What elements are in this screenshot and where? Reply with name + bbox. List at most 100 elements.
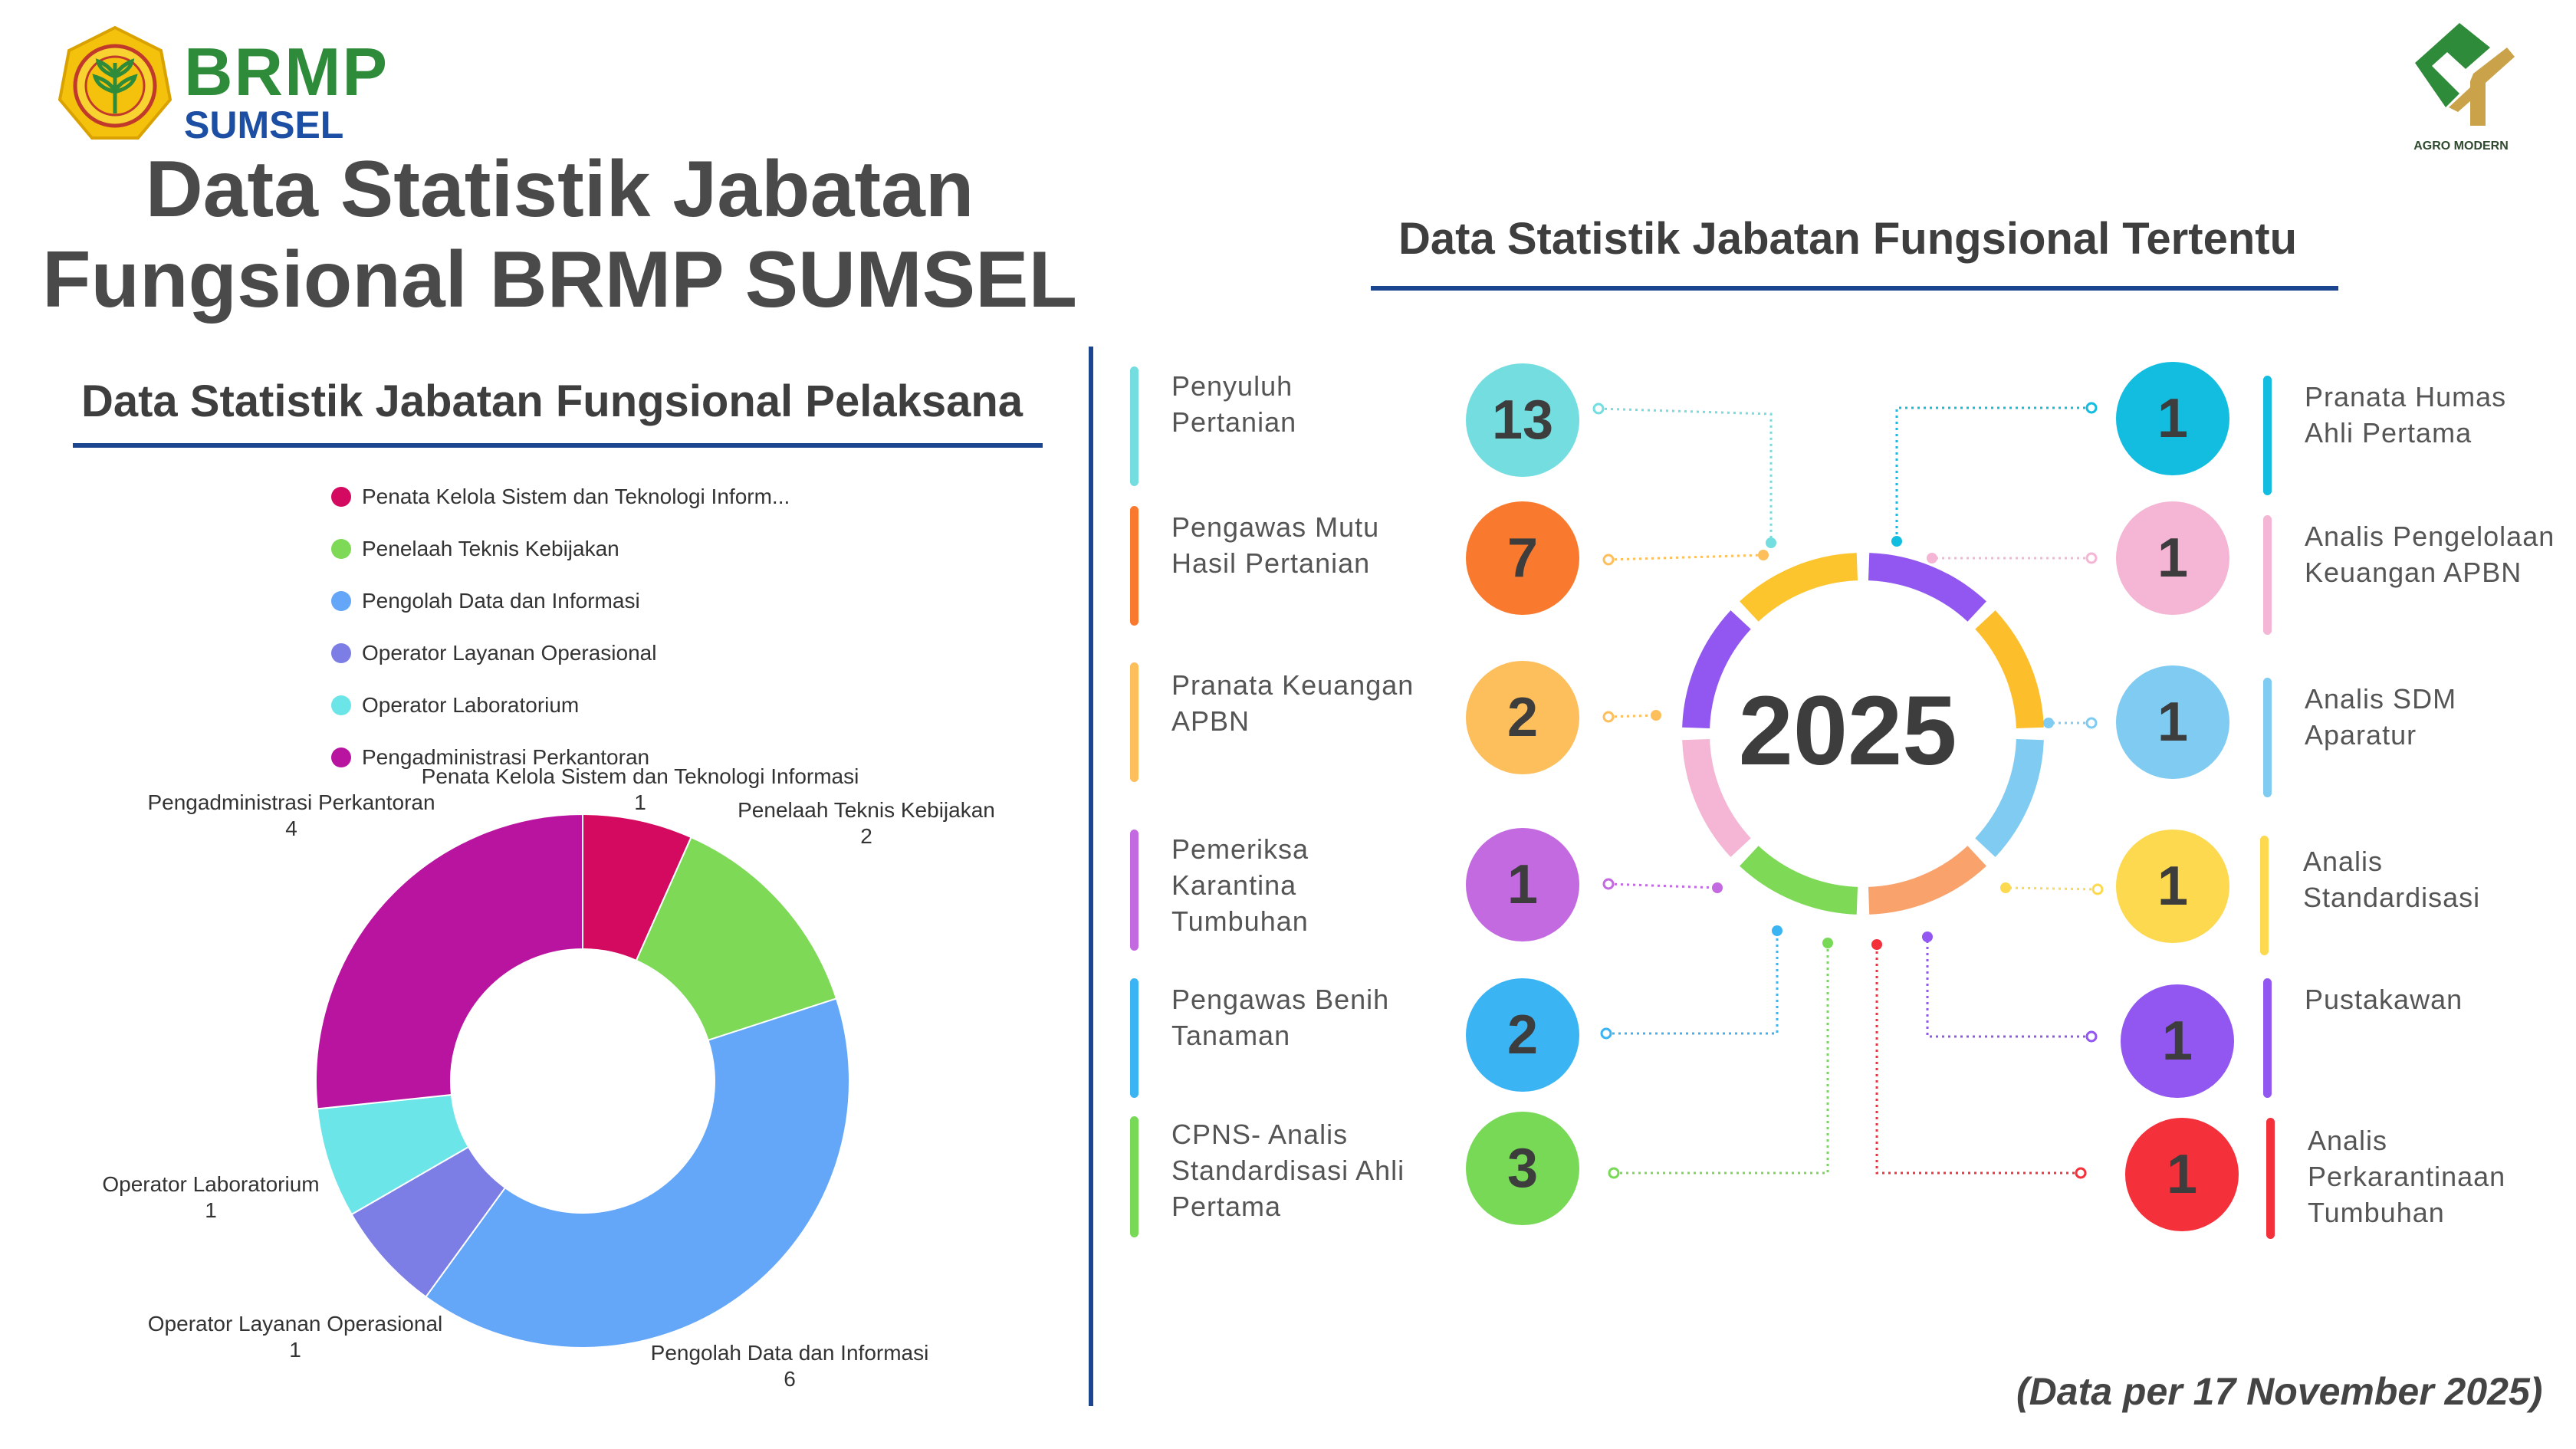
item-value-circle: 1	[2116, 362, 2229, 475]
connector-end-dot	[2075, 1167, 2087, 1179]
item-label: Pengawas Benih Tanaman	[1171, 984, 1390, 1051]
connector-dot	[2043, 718, 2054, 728]
agro-modern-icon	[2415, 23, 2515, 126]
connector-dot	[1922, 932, 1933, 942]
slice-label-name: Pengadministrasi Perkantoran	[147, 790, 435, 814]
connector-dot	[1758, 550, 1769, 560]
slice-label: Operator Laboratorium 1	[77, 1171, 345, 1224]
item-label: Analis Standardisasi	[2303, 846, 2481, 913]
legend-label: Operator Laboratorium	[362, 693, 580, 717]
donut-slice	[425, 997, 850, 1349]
connector-line	[1608, 882, 1718, 889]
connector-end-dot	[2085, 402, 2098, 414]
item-value-circle: 1	[1466, 828, 1579, 941]
left-section-underline	[73, 443, 1043, 448]
connector-dot	[1712, 882, 1723, 893]
legend-item: Pengadministrasi Perkantoran	[331, 742, 868, 773]
item-accent-bar	[2263, 376, 2272, 495]
connector-end-dot	[1602, 554, 1615, 566]
item-value-circle: 7	[1466, 501, 1579, 615]
connector-end-dot	[1608, 1167, 1620, 1179]
item-label: Pranata Keuangan APBN	[1171, 669, 1414, 737]
slice-label-value: 1	[205, 1198, 217, 1222]
item-value-circle: 1	[2121, 984, 2234, 1098]
center-year: 2025	[1738, 676, 1957, 786]
item-value-circle: 2	[1466, 978, 1579, 1092]
item-value-circle: 1	[2116, 830, 2229, 943]
item-label: Analis Perkarantinaan Tumbuhan	[2308, 1125, 2506, 1228]
legend-label: Operator Layanan Operasional	[362, 641, 657, 665]
ring-segment	[1740, 846, 1858, 915]
ring-segment	[1682, 610, 1751, 729]
connector-end-dot	[1592, 402, 1605, 415]
left-section-title: Data Statistik Jabatan Fungsional Pelaks…	[80, 376, 1024, 426]
item-label: Analis SDM Aparatur	[2305, 683, 2457, 751]
slice-label-name: Penelaah Teknis Kebijakan	[738, 798, 995, 822]
connector-end-dot	[2085, 552, 2098, 564]
slice-label: Operator Layanan Operasional 1	[123, 1311, 468, 1363]
data-date-footnote: (Data per 17 November 2025)	[2016, 1370, 2543, 1413]
slice-label-name: Pengolah Data dan Informasi	[650, 1341, 929, 1365]
connector-dot	[1891, 536, 1902, 547]
ring-segment	[1868, 846, 1986, 915]
legend-label: Pengolah Data dan Informasi	[362, 589, 640, 613]
item-accent-bar	[1130, 830, 1138, 951]
connector-end-dot	[1602, 711, 1615, 723]
ring-segment	[1975, 610, 2044, 729]
legend-swatch	[331, 643, 351, 663]
connector-line	[1608, 554, 1764, 561]
connector-dot	[1766, 537, 1776, 548]
donut-slice	[635, 836, 838, 1042]
item-accent-bar	[2266, 1118, 2275, 1239]
chart-legend: Penata Kelola Sistem dan Teknologi Infor…	[331, 481, 868, 773]
connector-line	[1598, 407, 1773, 543]
slice-label-value: 2	[860, 824, 872, 848]
legend-item: Operator Laboratorium	[331, 690, 868, 721]
item-accent-bar	[1130, 1116, 1138, 1237]
legend-label: Pengadministrasi Perkantoran	[362, 745, 650, 769]
slice-label: Pengadministrasi Perkantoran 4	[130, 790, 452, 842]
item-label: CPNS- Analis Standardisasi Ahli Pertama	[1171, 1119, 1405, 1222]
connector-end-dot	[2091, 883, 2104, 895]
legend-swatch	[331, 695, 351, 715]
slice-label-value: 4	[285, 816, 297, 840]
connector-line	[1614, 943, 1829, 1175]
connector-line	[1606, 931, 1779, 1035]
item-accent-bar	[2263, 515, 2272, 635]
connector-end-dot	[2085, 717, 2098, 729]
item-accent-bar	[2260, 836, 2269, 955]
slice-label-name: Operator Laboratorium	[102, 1172, 320, 1196]
agro-modern-logo: AGRO MODERN	[2400, 17, 2522, 163]
item-value-circle: 1	[2116, 665, 2229, 779]
partner-name: AGRO MODERN	[2413, 140, 2509, 153]
donut-slice	[315, 813, 583, 1110]
item-value-circle: 1	[2125, 1118, 2239, 1231]
slice-label-value: 1	[634, 790, 646, 814]
legend-item: Operator Layanan Operasional	[331, 638, 868, 669]
item-value-circle: 3	[1466, 1112, 1579, 1225]
donut-chart	[315, 813, 850, 1349]
connector-line	[1895, 406, 2091, 541]
legend-swatch	[331, 748, 351, 767]
connector-line	[1926, 937, 2091, 1038]
ring-segment	[1682, 738, 1751, 857]
title-line-1: Data Statistik Jabatan	[145, 145, 974, 234]
slice-label-value: 1	[289, 1338, 301, 1362]
legend-item: Pengolah Data dan Informasi	[331, 586, 868, 616]
item-accent-bar	[1130, 506, 1138, 626]
title-line-2: Fungsional BRMP SUMSEL	[41, 235, 1078, 324]
page-title: Data Statistik Jabatan Fungsional BRMP S…	[38, 144, 1081, 325]
ring-segment	[1975, 738, 2044, 857]
legend-item: Penelaah Teknis Kebijakan	[331, 534, 868, 564]
legend-swatch	[331, 487, 351, 507]
item-label: Penyuluh Pertanian	[1171, 370, 1297, 438]
connector-dot	[1772, 925, 1783, 936]
item-value-circle: 13	[1466, 363, 1579, 477]
slice-label-value: 6	[784, 1367, 796, 1391]
item-label: Pranata Humas Ahli Pertama	[2305, 381, 2507, 449]
item-accent-bar	[1130, 366, 1138, 486]
item-label: Pengawas Mutu Hasil Pertanian	[1171, 511, 1380, 579]
connector-dot	[1651, 710, 1661, 721]
connector-line	[2005, 886, 2098, 891]
connector-end-dot	[1602, 878, 1615, 890]
